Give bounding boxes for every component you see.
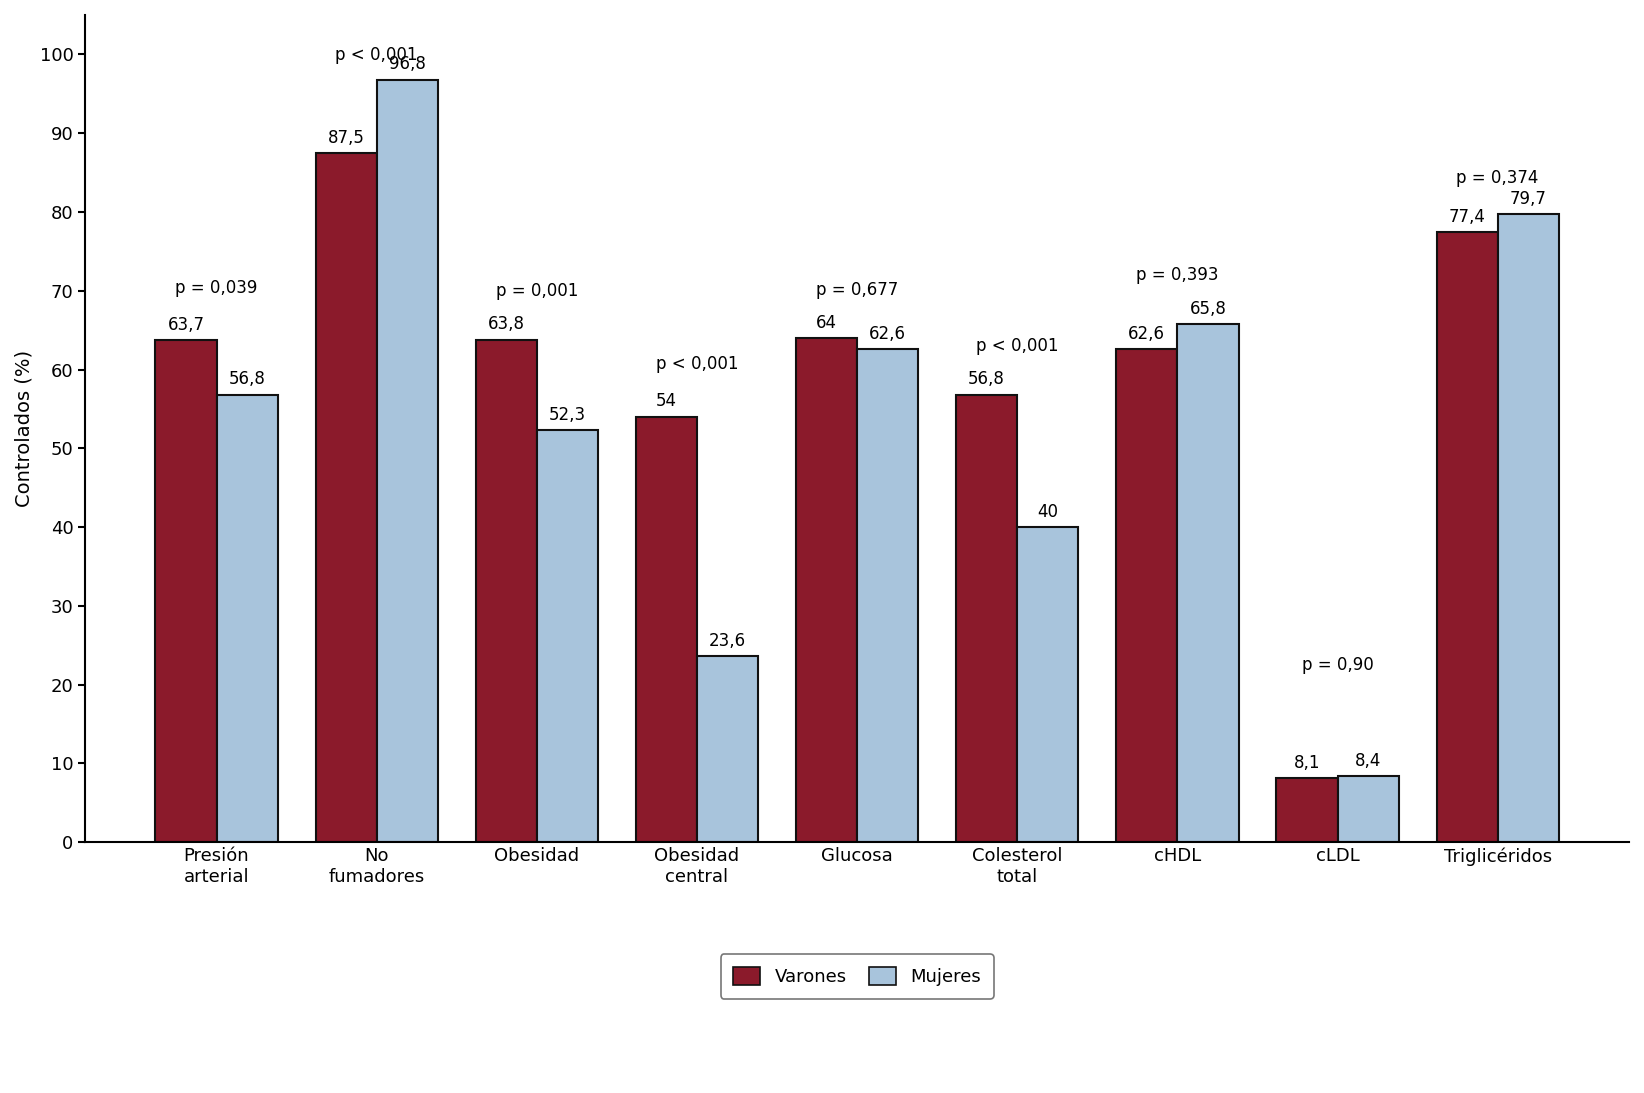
Text: 64: 64 [815, 314, 837, 331]
Y-axis label: Controlados (%): Controlados (%) [15, 350, 35, 507]
Text: p < 0,001: p < 0,001 [656, 355, 738, 374]
Text: 40: 40 [1037, 503, 1059, 520]
Text: 77,4: 77,4 [1448, 208, 1486, 226]
Bar [1116, 349, 1177, 843]
Text: p = 0,677: p = 0,677 [815, 281, 898, 298]
Bar [1018, 527, 1078, 843]
Text: 54: 54 [656, 392, 677, 411]
Text: 8,4: 8,4 [1355, 752, 1381, 769]
Text: 23,6: 23,6 [709, 632, 746, 650]
Bar [857, 349, 919, 843]
Bar [796, 338, 857, 843]
Text: 79,7: 79,7 [1509, 190, 1547, 208]
Bar [316, 153, 376, 843]
Bar [1338, 776, 1399, 843]
Bar [697, 656, 758, 843]
Text: 52,3: 52,3 [549, 406, 585, 424]
Text: 8,1: 8,1 [1294, 754, 1320, 772]
Text: 62,6: 62,6 [870, 325, 906, 343]
Text: 96,8: 96,8 [390, 56, 426, 73]
Text: 63,8: 63,8 [488, 315, 524, 333]
Text: p < 0,001: p < 0,001 [335, 46, 418, 63]
Text: 56,8: 56,8 [968, 371, 1004, 388]
Bar [156, 340, 217, 843]
Text: p < 0,001: p < 0,001 [977, 338, 1059, 355]
Text: 65,8: 65,8 [1190, 299, 1226, 318]
Bar [475, 340, 538, 843]
Bar [1276, 778, 1338, 843]
Text: 56,8: 56,8 [229, 371, 266, 388]
Bar [1498, 214, 1559, 843]
Text: p = 0,374: p = 0,374 [1457, 168, 1539, 187]
Bar [538, 431, 598, 843]
Text: p = 0,039: p = 0,039 [176, 279, 258, 297]
Legend: Varones, Mujeres: Varones, Mujeres [720, 954, 993, 999]
Bar [376, 80, 437, 843]
Text: 62,6: 62,6 [1128, 325, 1166, 343]
Bar [1437, 233, 1498, 843]
Bar [636, 416, 697, 843]
Bar [217, 395, 278, 843]
Bar [1177, 324, 1238, 843]
Text: p = 0,001: p = 0,001 [495, 282, 579, 301]
Text: p = 0,393: p = 0,393 [1136, 267, 1218, 284]
Text: 87,5: 87,5 [327, 129, 365, 146]
Bar [957, 395, 1018, 843]
Text: p = 0,90: p = 0,90 [1302, 656, 1373, 673]
Text: 63,7: 63,7 [168, 316, 204, 334]
